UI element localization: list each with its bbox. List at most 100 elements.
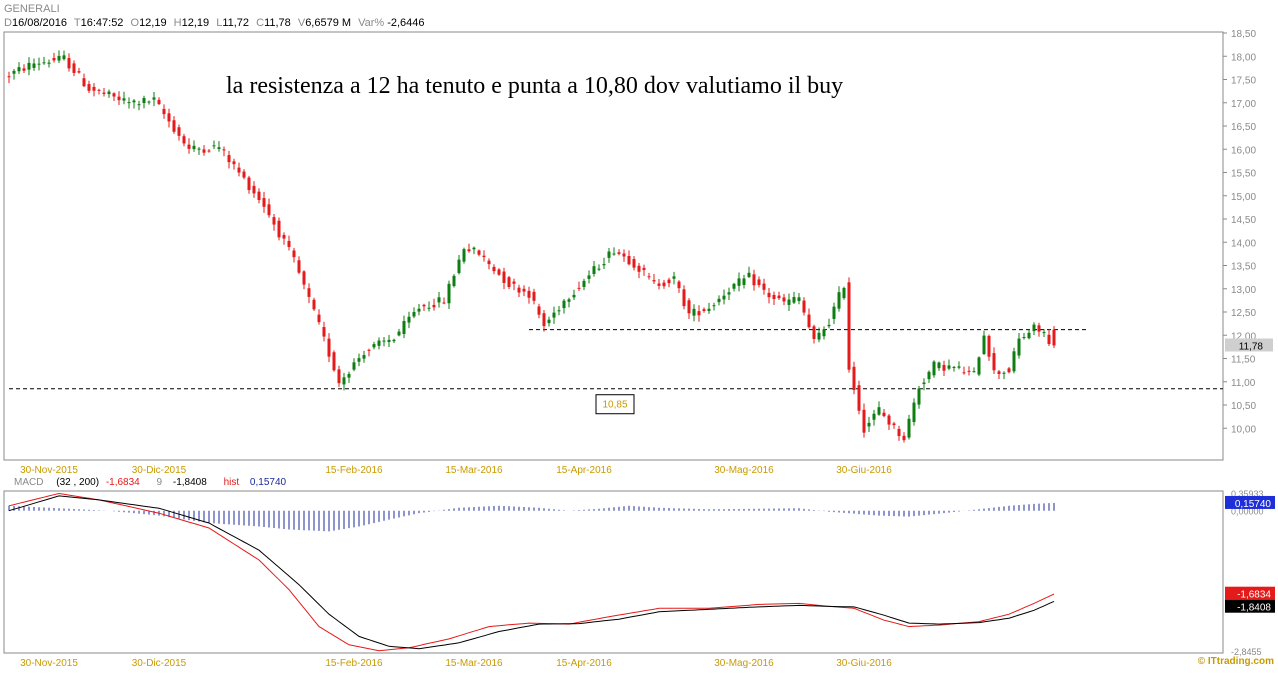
candle-body [802,300,806,313]
candle-body [32,63,36,68]
candle-body [852,366,856,391]
candle-body [837,292,841,309]
macd-x-axis: 30-Nov-2015 30-Dic-2015 15-Feb-2016 15-Mar-… [20,658,892,669]
candle-body [82,78,86,87]
candle-body [772,294,776,300]
candle-body [907,418,911,438]
candle-body [37,63,41,65]
price-tick-label: 18,50 [1231,29,1256,40]
x-tick-label: 30-Giu-2016 [836,658,892,668]
candle-body [922,382,926,385]
candle-body [132,100,136,103]
candle-body [67,58,71,69]
x-tick-label: 30-Mag-2016 [714,658,774,668]
svg-text:D16/08/2016 T16:47:52: D16/08/2016 T16:47:52 O12,19 H12,19 L11,… [4,17,425,29]
candle-body [507,277,511,287]
instrument-title: GENERALI [4,3,60,15]
macd-value: -1,6834 [106,477,140,488]
candle-body [952,366,956,368]
candle-body [662,282,666,287]
candle-body [482,255,486,258]
price-tick-label: 15,50 [1231,169,1256,180]
candle-body [912,402,916,423]
candle-body [687,300,691,314]
signal-marker-label: -1,8408 [1237,603,1271,614]
candle-body [532,291,536,301]
candle-body [767,292,771,298]
price-tick-label: 17,50 [1231,76,1256,87]
candle-body [857,385,861,411]
candle-body [887,415,891,425]
candle-body [547,319,551,324]
label-c: C [256,17,264,29]
x-tick-label: 15-Apr-2016 [556,658,612,668]
x-tick-label: 15-Feb-2016 [325,465,383,476]
price-tick-label: 13,50 [1231,262,1256,273]
candle-body [727,292,731,295]
candle-body [437,297,441,303]
candle-body [272,217,276,225]
candle-body [672,276,676,279]
x-tick-label: 30-Giu-2016 [836,465,892,476]
candle-body [962,372,966,374]
candle-body [677,281,681,289]
level-label-box [595,394,635,415]
candle-body [162,108,166,115]
hist-marker-bg [1225,495,1275,509]
candle-body [367,349,371,351]
candle-body [807,314,811,328]
candle-body [257,191,261,201]
candle-body [372,344,376,348]
candle-body [522,288,526,292]
candle-body [382,340,386,342]
candle-body [107,91,111,95]
candle-body [232,161,236,165]
candle-body [447,283,451,304]
candle-body [787,299,791,305]
candle-body [1052,329,1056,346]
x-tick-label: 30-Nov-2015 [20,658,78,668]
candle-body [422,304,426,307]
candle-body [917,388,921,405]
candle-body [747,272,751,278]
signal-marker-bg [1225,599,1275,613]
candle-body [462,249,466,262]
candle-body [312,299,316,310]
candle-body [202,149,206,153]
candle-body [322,327,326,337]
candle-body [207,150,211,152]
candle-body [397,331,401,336]
candle-body [297,260,301,273]
price-tick-label: 12,50 [1231,308,1256,319]
candle-body [942,364,946,371]
hist-marker-label: 0,15740 [1235,499,1272,510]
candle-body [517,287,521,293]
candle-body [167,113,171,122]
candle-body [637,265,641,272]
candle-body [22,68,26,71]
candle-body [832,306,836,319]
candle-body [147,101,151,103]
candle-body [432,304,436,308]
candle-body [597,268,601,270]
header-var: -2,6446 [387,17,424,29]
candle-body [112,93,116,97]
last-price-marker: 11,78 [1225,338,1273,352]
candle-body [362,355,366,359]
candle-body [752,274,756,286]
candle-body [872,413,876,420]
price-tick-label: 11,50 [1231,355,1256,366]
header-volume: 6,6579 M [305,17,351,29]
candle-body [777,295,781,299]
candle-body [762,283,766,290]
candle-body [42,62,46,64]
x-tick-label: 30-Mag-2016 [714,465,774,476]
candle-body [792,296,796,303]
candle-body [87,84,91,91]
price-axis: 10,00 10,50 11,00 11,50 12,00 12,50 13,00 13,50… [1223,29,1256,435]
candle-body [947,365,951,369]
candle-body [62,55,66,60]
candle-body [812,326,816,339]
candle-body [552,312,556,318]
